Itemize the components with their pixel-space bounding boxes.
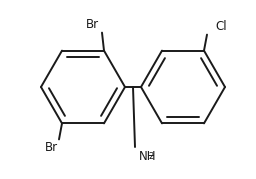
Text: 2: 2 <box>148 152 154 161</box>
Text: Br: Br <box>45 141 58 154</box>
Text: Br: Br <box>86 18 99 31</box>
Text: NH: NH <box>139 150 156 163</box>
Text: Cl: Cl <box>215 20 227 33</box>
